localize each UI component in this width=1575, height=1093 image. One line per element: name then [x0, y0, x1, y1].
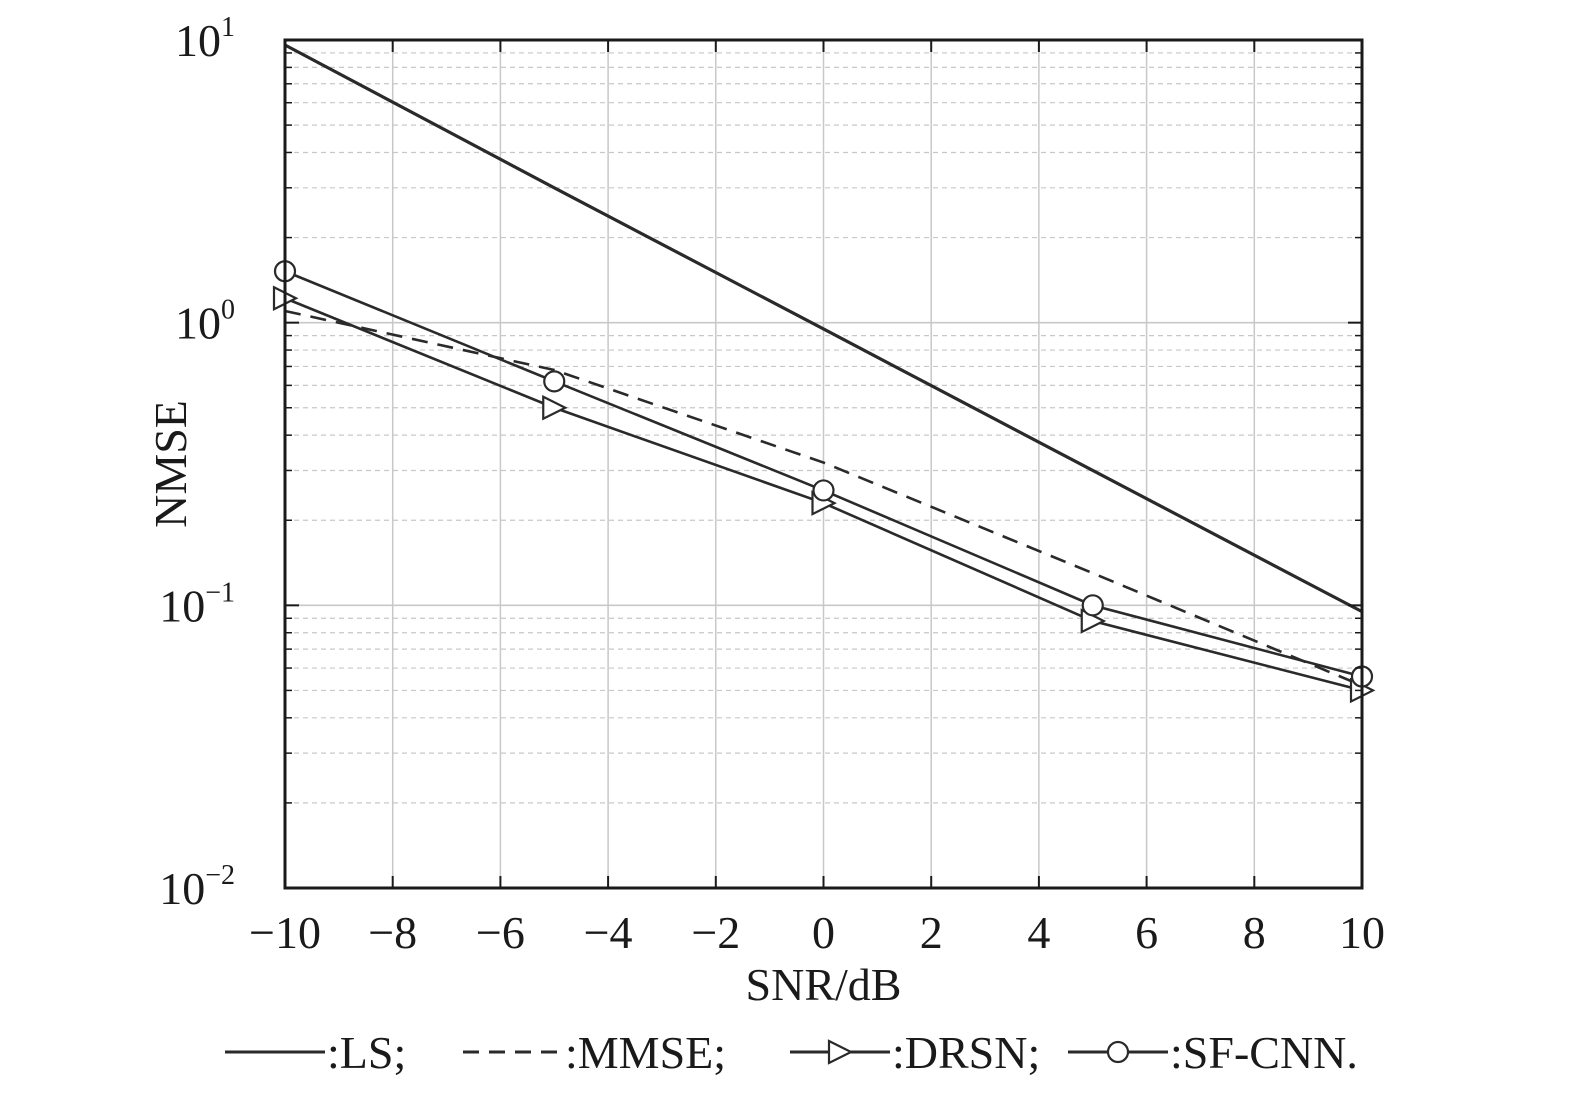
series-layer — [272, 43, 1376, 704]
y-tick-base: 10 — [159, 580, 205, 631]
x-axis-ticks: −10 −8 −6 −4 −2 0 2 4 6 8 10 — [249, 40, 1385, 958]
y-tick-label: 100 — [175, 295, 235, 349]
circle-marker — [1106, 1040, 1130, 1064]
legend-item: :SF-CNN. — [1068, 1027, 1358, 1078]
x-tick-label: 0 — [812, 907, 835, 958]
series-line — [284, 43, 1363, 614]
y-tick-exponent: 1 — [221, 12, 235, 43]
triangle-marker — [827, 1039, 854, 1065]
x-tick-label: 10 — [1339, 907, 1385, 958]
triangle-marker — [542, 394, 568, 421]
legend-label: :MMSE; — [565, 1027, 726, 1078]
circle-marker — [1081, 594, 1104, 617]
x-tick-label: −10 — [249, 907, 321, 958]
x-tick-label: 4 — [1027, 907, 1050, 958]
circle-marker — [812, 479, 835, 502]
y-tick-base: 10 — [175, 15, 221, 66]
series-line — [284, 309, 1363, 687]
legend-label: :SF-CNN. — [1170, 1027, 1358, 1078]
legend-item: :DRSN; — [790, 1027, 1040, 1078]
series-3 — [272, 285, 1376, 704]
legend-label: :LS; — [327, 1027, 406, 1078]
y-tick-base: 10 — [175, 298, 221, 349]
x-tick-label: −2 — [691, 907, 740, 958]
series-1 — [284, 43, 1363, 614]
x-axis-label: SNR/dB — [746, 959, 902, 1010]
legend: :LS; :MMSE; :DRSN; :SF-CNN. — [225, 1027, 1358, 1078]
series-4 — [273, 260, 1374, 688]
y-tick-label: 101 — [175, 12, 235, 66]
x-tick-label: −8 — [368, 907, 417, 958]
y-tick-exponent: −2 — [205, 860, 235, 891]
legend-label: :DRSN; — [892, 1027, 1040, 1078]
x-tick-label: −6 — [476, 907, 525, 958]
legend-item: :LS; — [225, 1027, 406, 1078]
y-axis-label: NMSE — [145, 400, 196, 528]
y-tick-label: 10−2 — [159, 860, 235, 914]
x-tick-label: 2 — [920, 907, 943, 958]
y-tick-label: 10−1 — [159, 577, 235, 631]
x-tick-label: 6 — [1135, 907, 1158, 958]
y-tick-exponent: −1 — [205, 577, 235, 608]
circle-marker — [543, 370, 566, 393]
legend-item: :MMSE; — [463, 1027, 726, 1078]
y-tick-base: 10 — [159, 863, 205, 914]
x-tick-label: −4 — [584, 907, 633, 958]
x-tick-label: 8 — [1243, 907, 1266, 958]
grid — [285, 40, 1362, 888]
y-tick-exponent: 0 — [221, 295, 235, 326]
series-2 — [284, 309, 1363, 687]
